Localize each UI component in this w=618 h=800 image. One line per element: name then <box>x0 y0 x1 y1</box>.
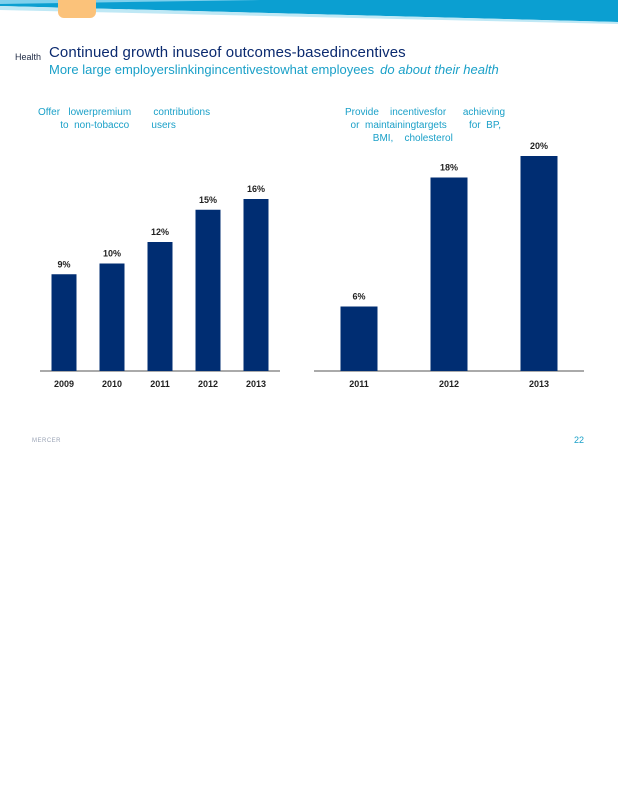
subtitle-emphasis: do about their health <box>380 62 499 77</box>
section-label: Health <box>15 52 42 62</box>
chart-1-title: Offer lowerpremium contributions to non-… <box>38 107 211 131</box>
chart-1-tick-label-2013: 2013 <box>246 379 266 389</box>
chart-2-tick-label-2012: 2012 <box>439 379 459 389</box>
page-number: 22 <box>574 435 585 445</box>
chart-2-bar-2011 <box>340 306 378 371</box>
chart-2-tick-label-2011: 2011 <box>349 379 369 389</box>
chart-1-value-label-2011: 12% <box>151 227 169 237</box>
chart-1-value-label-2012: 15% <box>199 195 217 205</box>
chart-2-value-label-2011: 6% <box>352 292 365 302</box>
chart-2-tick-label-2013: 2013 <box>529 379 549 389</box>
slide-title: Continued growth inuseof outcomes-basedi… <box>49 44 406 61</box>
chart-1-tick-label-2009: 2009 <box>54 379 74 389</box>
chart-1-value-label-2013: 16% <box>247 184 265 194</box>
chart-2-title: Provide incentivesfor achieving or maint… <box>345 107 506 144</box>
chart-1-value-label-2010: 10% <box>103 249 121 259</box>
chart-1-bar-2011 <box>147 242 173 371</box>
chart-2-bar-2013 <box>520 156 558 371</box>
header-banner <box>0 0 618 24</box>
chart-1-tick-label-2010: 2010 <box>102 379 122 389</box>
chart-1-bar-2012 <box>195 209 221 371</box>
chart-2-bar-2012 <box>430 177 468 371</box>
chart-2-value-label-2013: 20% <box>530 141 548 151</box>
chart-1-tick-label-2011: 2011 <box>150 379 170 389</box>
chart-1-value-label-2009: 9% <box>57 259 70 269</box>
subtitle-main: More large employerslinkingincentivestow… <box>49 62 375 77</box>
chart-1-bar-2010 <box>99 263 125 371</box>
slide-subtitle: More large employerslinkingincentivestow… <box>49 62 499 77</box>
chart-2-value-label-2012: 18% <box>440 163 458 173</box>
chart-1-tick-label-2012: 2012 <box>198 379 218 389</box>
chart-1-bar-2009 <box>51 274 77 371</box>
footer-brand: MERCER <box>32 438 62 444</box>
charts-area: 9% 2009 10% 2010 12% 2011 15% 2012 16% 2013 6% 2011… <box>40 141 584 389</box>
chart-1-bar-2013 <box>243 199 269 371</box>
